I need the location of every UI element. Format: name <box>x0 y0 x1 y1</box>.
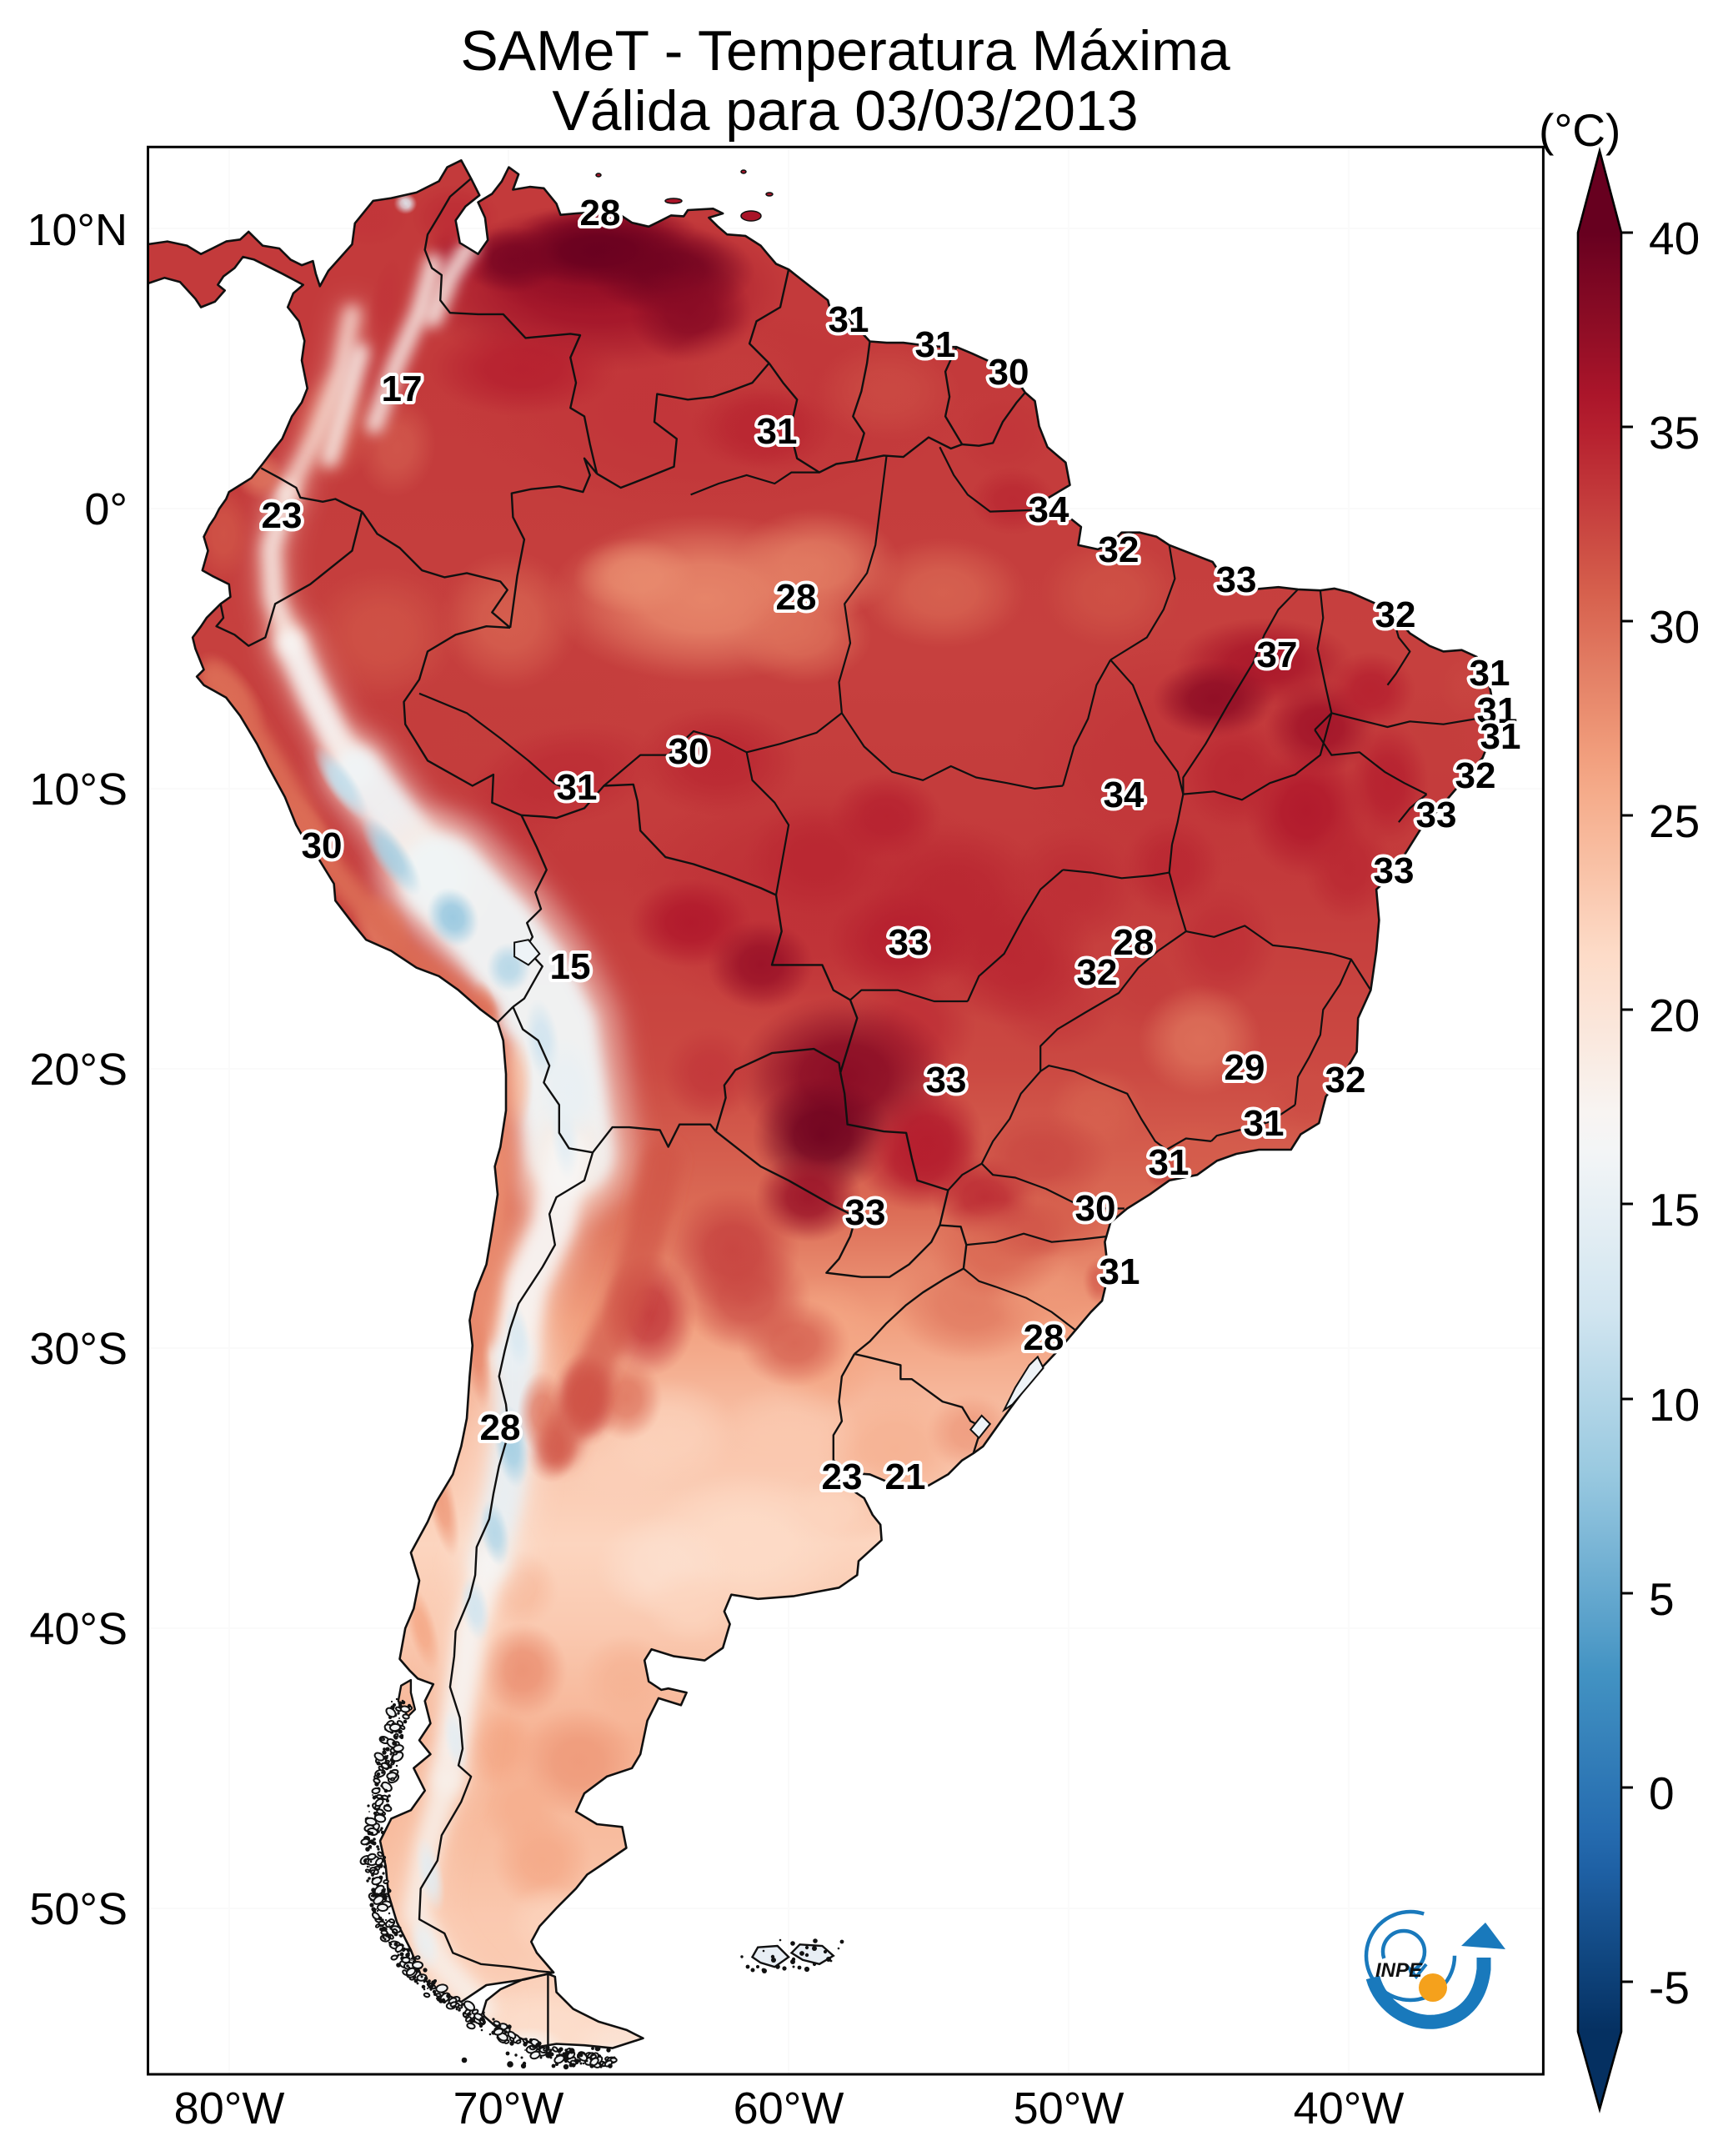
svg-text:30: 30 <box>989 352 1029 393</box>
svg-text:31: 31 <box>757 411 798 452</box>
svg-text:32: 32 <box>1099 529 1139 570</box>
svg-text:23: 23 <box>262 495 303 536</box>
svg-text:32: 32 <box>1375 594 1416 635</box>
svg-text:0°: 0° <box>84 484 128 534</box>
svg-text:17: 17 <box>382 369 423 409</box>
svg-text:33: 33 <box>1374 850 1415 891</box>
svg-text:31: 31 <box>1099 1251 1140 1292</box>
svg-text:-5: -5 <box>1649 1962 1690 2013</box>
svg-text:Válida para 03/03/2013: Válida para 03/03/2013 <box>552 79 1138 143</box>
svg-text:5: 5 <box>1649 1573 1675 1625</box>
svg-text:32: 32 <box>1455 755 1496 796</box>
svg-text:31: 31 <box>557 767 598 808</box>
svg-text:31: 31 <box>829 299 869 340</box>
svg-text:32: 32 <box>1077 952 1118 993</box>
svg-text:31: 31 <box>1149 1142 1190 1183</box>
svg-text:28: 28 <box>1114 922 1155 963</box>
svg-text:34: 34 <box>1104 775 1144 815</box>
svg-text:10: 10 <box>1649 1379 1700 1431</box>
svg-text:15: 15 <box>550 946 591 987</box>
svg-text:20°S: 20°S <box>29 1045 128 1095</box>
svg-text:31: 31 <box>1477 690 1518 731</box>
svg-text:15: 15 <box>1649 1184 1700 1236</box>
svg-text:80°W: 80°W <box>174 2083 285 2133</box>
svg-text:37: 37 <box>1257 634 1298 675</box>
svg-text:(°C): (°C) <box>1539 104 1620 156</box>
svg-text:0: 0 <box>1649 1767 1675 1819</box>
svg-text:32: 32 <box>1325 1060 1366 1101</box>
svg-text:40°S: 40°S <box>29 1604 128 1654</box>
svg-text:50°W: 50°W <box>1014 2083 1124 2133</box>
svg-text:31: 31 <box>1480 716 1521 757</box>
svg-text:33: 33 <box>1216 559 1257 600</box>
svg-text:21: 21 <box>885 1457 926 1497</box>
svg-text:33: 33 <box>845 1192 886 1233</box>
svg-text:10°N: 10°N <box>27 205 128 255</box>
svg-text:33: 33 <box>889 922 929 963</box>
svg-text:29: 29 <box>1225 1047 1265 1088</box>
svg-text:70°W: 70°W <box>453 2083 564 2133</box>
svg-text:40: 40 <box>1649 213 1700 264</box>
svg-text:INPE: INPE <box>1375 1959 1423 1982</box>
svg-text:28: 28 <box>776 577 817 618</box>
svg-text:23: 23 <box>822 1457 863 1497</box>
svg-text:25: 25 <box>1649 795 1700 847</box>
svg-text:50°S: 50°S <box>29 1884 128 1934</box>
svg-text:20: 20 <box>1649 990 1700 1041</box>
svg-text:31: 31 <box>1470 653 1510 694</box>
svg-text:30: 30 <box>1075 1188 1116 1229</box>
svg-text:30°S: 30°S <box>29 1324 128 1374</box>
svg-text:10°S: 10°S <box>29 765 128 815</box>
svg-text:33: 33 <box>926 1060 967 1101</box>
svg-text:35: 35 <box>1649 407 1700 459</box>
svg-text:30: 30 <box>302 825 343 866</box>
svg-text:31: 31 <box>1244 1103 1285 1144</box>
svg-text:31: 31 <box>915 324 956 365</box>
svg-text:30: 30 <box>669 731 709 772</box>
svg-text:40°W: 40°W <box>1294 2083 1405 2133</box>
svg-text:60°W: 60°W <box>734 2083 844 2133</box>
svg-text:28: 28 <box>480 1407 521 1448</box>
svg-text:28: 28 <box>580 193 621 233</box>
svg-text:33: 33 <box>1416 795 1457 835</box>
svg-text:SAMeT - Temperatura Máxima: SAMeT - Temperatura Máxima <box>460 19 1230 83</box>
svg-text:34: 34 <box>1029 489 1069 530</box>
svg-text:28: 28 <box>1024 1317 1064 1358</box>
svg-text:30: 30 <box>1649 601 1700 653</box>
